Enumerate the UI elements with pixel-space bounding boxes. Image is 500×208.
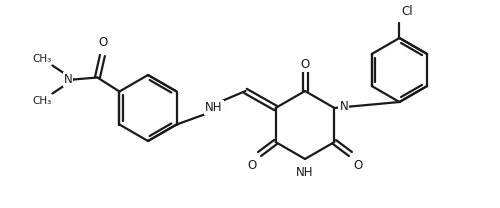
Text: NH: NH <box>206 101 223 114</box>
Text: CH₃: CH₃ <box>32 95 52 105</box>
Text: N: N <box>64 73 72 86</box>
Text: Cl: Cl <box>402 5 413 18</box>
Text: NH: NH <box>296 166 314 179</box>
Text: O: O <box>248 159 256 172</box>
Text: CH₃: CH₃ <box>32 53 52 63</box>
Text: O: O <box>300 57 310 71</box>
Text: N: N <box>340 99 348 113</box>
Text: O: O <box>354 159 362 172</box>
Text: O: O <box>99 36 108 50</box>
